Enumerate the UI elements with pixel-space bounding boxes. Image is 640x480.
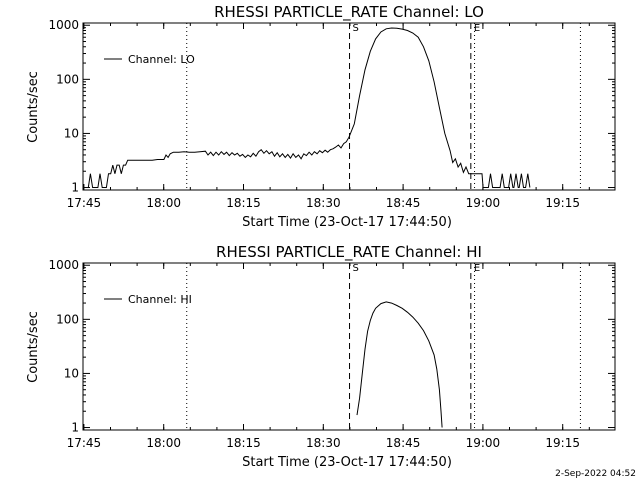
event-marker-label: E [474, 263, 480, 274]
legend-entry-label: Channel: LO [128, 53, 195, 66]
plot-frame [82, 262, 616, 431]
x-tick-label: 17:45 [67, 196, 102, 210]
x-tick-label: 17:45 [67, 436, 102, 450]
chart-title: RHESSI PARTICLE_RATE Channel: LO [214, 3, 484, 22]
plot-area: S E 17:45 18:00 18:15 18:30 18:45 19:00 19:15 1 10… [48, 258, 616, 450]
event-marker-label: S [353, 23, 359, 34]
lo-channel-panel: RHESSI PARTICLE_RATE Channel: LO Start T… [26, 3, 616, 230]
y-tick-label: 1000 [48, 258, 79, 272]
y-tick-label: 10 [64, 366, 79, 380]
series-line [356, 301, 443, 428]
chart-title: RHESSI PARTICLE_RATE Channel: HI [216, 243, 482, 262]
x-tick-label: 18:45 [386, 196, 421, 210]
x-axis-label: Start Time (23-Oct-17 17:44:50) [242, 455, 452, 470]
footer-timestamp: 2-Sep-2022 04:52 [555, 469, 636, 479]
x-tick-label: 19:00 [466, 196, 501, 210]
y-tick-label: 1 [71, 421, 79, 435]
y-axis-label: Counts/sec [26, 311, 41, 383]
x-tick-label: 18:45 [386, 436, 421, 450]
plot-frame [82, 22, 616, 191]
y-axis-label: Counts/sec [26, 71, 41, 143]
x-tick-label: 18:30 [306, 196, 341, 210]
x-tick-label: 19:00 [466, 436, 501, 450]
x-axis-label: Start Time (23-Oct-17 17:44:50) [242, 215, 452, 230]
y-tick-label: 100 [56, 312, 79, 326]
event-marker-label: E [474, 23, 480, 34]
y-tick-label: 100 [56, 72, 79, 86]
x-tick-label: 19:15 [545, 196, 580, 210]
y-tick-label: 1 [71, 181, 79, 195]
x-tick-label: 18:00 [146, 436, 181, 450]
plot-area: S E 17:45 18:00 18:15 18:30 18:45 19:00 19:15 1 10… [48, 18, 616, 210]
hi-channel-panel: RHESSI PARTICLE_RATE Channel: HI Start T… [26, 243, 616, 470]
x-tick-label: 18:15 [226, 436, 261, 450]
x-tick-label: 18:00 [146, 196, 181, 210]
x-tick-label: 18:15 [226, 196, 261, 210]
x-tick-label: 18:30 [306, 436, 341, 450]
legend: Channel: HI [104, 293, 192, 306]
legend-entry-label: Channel: HI [128, 293, 192, 306]
y-tick-label: 10 [64, 126, 79, 140]
series-line [87, 27, 531, 188]
event-marker-label: S [353, 263, 359, 274]
y-tick-label: 1000 [48, 18, 79, 32]
x-tick-label: 19:15 [545, 436, 580, 450]
legend: Channel: LO [104, 53, 195, 66]
